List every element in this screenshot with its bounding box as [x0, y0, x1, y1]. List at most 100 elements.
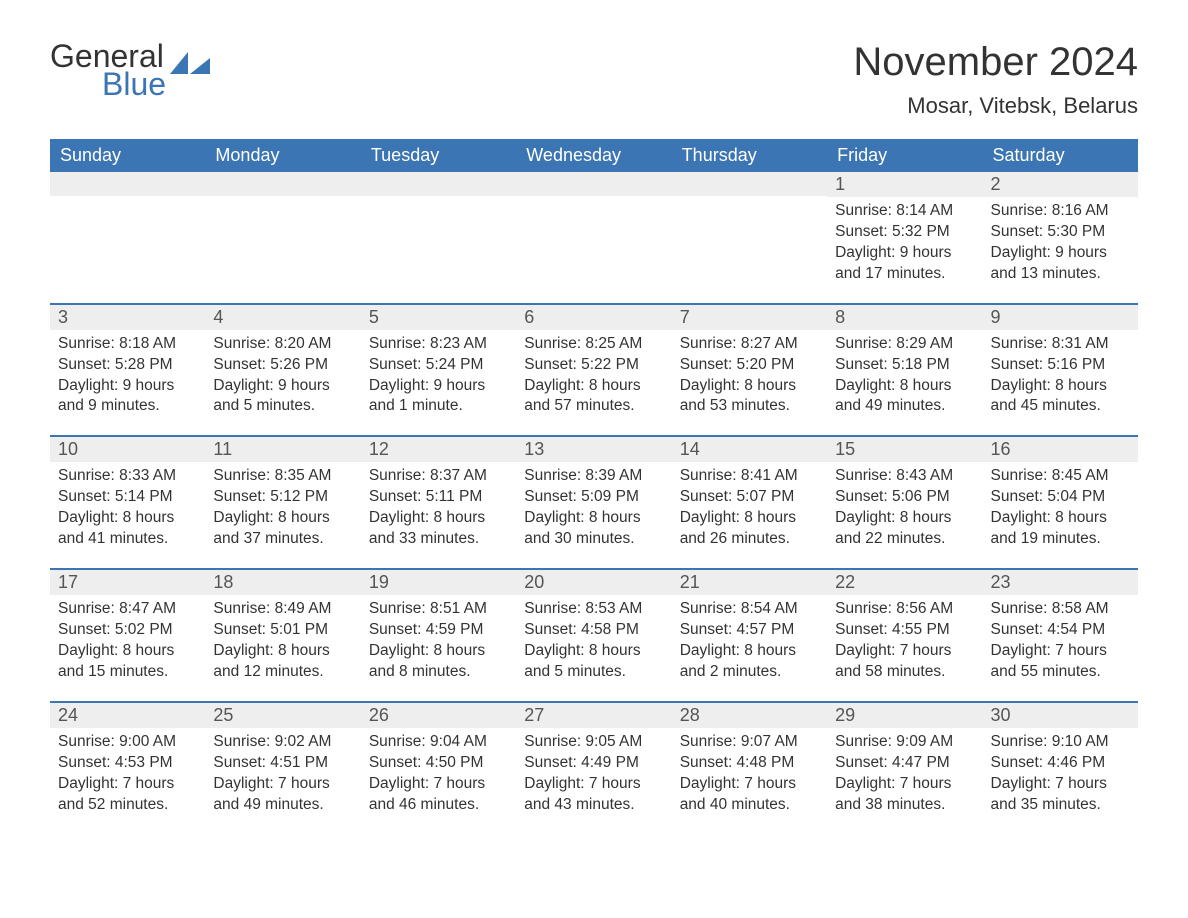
day-content: Sunrise: 8:18 AMSunset: 5:28 PMDaylight:…: [56, 334, 199, 418]
sunset-text: Sunset: 5:02 PM: [58, 620, 199, 641]
day-content: Sunrise: 8:54 AMSunset: 4:57 PMDaylight:…: [678, 599, 821, 683]
day-number: 4: [205, 305, 360, 330]
day-content: Sunrise: 9:09 AMSunset: 4:47 PMDaylight:…: [833, 732, 976, 816]
day-content: Sunrise: 8:47 AMSunset: 5:02 PMDaylight:…: [56, 599, 199, 683]
day-content: Sunrise: 8:31 AMSunset: 5:16 PMDaylight:…: [989, 334, 1132, 418]
day-content: Sunrise: 8:33 AMSunset: 5:14 PMDaylight:…: [56, 466, 199, 550]
sunrise-text: Sunrise: 8:41 AM: [680, 466, 821, 487]
day-content: Sunrise: 8:43 AMSunset: 5:06 PMDaylight:…: [833, 466, 976, 550]
empty-day-strip: [672, 172, 827, 196]
sunrise-text: Sunrise: 8:20 AM: [213, 334, 354, 355]
sunrise-text: Sunrise: 9:02 AM: [213, 732, 354, 753]
calendar-cell: [205, 172, 360, 304]
daylight-text: Daylight: 8 hours and 12 minutes.: [213, 641, 354, 683]
daylight-text: Daylight: 7 hours and 49 minutes.: [213, 774, 354, 816]
calendar-cell: 4Sunrise: 8:20 AMSunset: 5:26 PMDaylight…: [205, 304, 360, 437]
calendar-week-row: 3 Sunrise: 8:18 AMSunset: 5:28 PMDaylight…: [50, 304, 1138, 437]
daylight-text: Daylight: 8 hours and 33 minutes.: [369, 508, 510, 550]
day-number: 29: [827, 703, 982, 728]
weekday-wednesday: Wednesday: [516, 139, 671, 172]
calendar-cell: 6Sunrise: 8:25 AMSunset: 5:22 PMDaylight…: [516, 304, 671, 437]
daylight-text: Daylight: 8 hours and 37 minutes.: [213, 508, 354, 550]
weekday-saturday: Saturday: [983, 139, 1138, 172]
day-content: Sunrise: 8:25 AMSunset: 5:22 PMDaylight:…: [522, 334, 665, 418]
day-number: 5: [361, 305, 516, 330]
daylight-text: Daylight: 9 hours and 9 minutes.: [58, 376, 199, 418]
day-content: Sunrise: 9:04 AMSunset: 4:50 PMDaylight:…: [367, 732, 510, 816]
daylight-text: Daylight: 9 hours and 5 minutes.: [213, 376, 354, 418]
sunrise-text: Sunrise: 8:18 AM: [58, 334, 199, 355]
day-number: 8: [827, 305, 982, 330]
daylight-text: Daylight: 9 hours and 17 minutes.: [835, 243, 976, 285]
day-content: Sunrise: 8:27 AMSunset: 5:20 PMDaylight:…: [678, 334, 821, 418]
daylight-text: Daylight: 8 hours and 26 minutes.: [680, 508, 821, 550]
calendar-cell: 9 Sunrise: 8:31 AMSunset: 5:16 PMDaylight…: [983, 304, 1138, 437]
sunset-text: Sunset: 5:04 PM: [991, 487, 1132, 508]
sunset-text: Sunset: 4:50 PM: [369, 753, 510, 774]
day-content: Sunrise: 8:23 AMSunset: 5:24 PMDaylight:…: [367, 334, 510, 418]
sunset-text: Sunset: 4:51 PM: [213, 753, 354, 774]
calendar-week-row: 24Sunrise: 9:00 AMSunset: 4:53 PMDayligh…: [50, 702, 1138, 834]
day-number: 25: [205, 703, 360, 728]
logo-text-block: General Blue: [50, 40, 210, 100]
calendar-cell: [50, 172, 205, 304]
day-number: 28: [672, 703, 827, 728]
daylight-text: Daylight: 9 hours and 1 minute.: [369, 376, 510, 418]
day-number: 10: [50, 437, 205, 462]
sunset-text: Sunset: 5:12 PM: [213, 487, 354, 508]
day-number: 13: [516, 437, 671, 462]
daylight-text: Daylight: 8 hours and 57 minutes.: [524, 376, 665, 418]
day-content: Sunrise: 8:14 AMSunset: 5:32 PMDaylight:…: [833, 201, 976, 285]
sunset-text: Sunset: 5:24 PM: [369, 355, 510, 376]
day-content: Sunrise: 8:41 AMSunset: 5:07 PMDaylight:…: [678, 466, 821, 550]
calendar-body: 1Sunrise: 8:14 AMSunset: 5:32 PMDaylight…: [50, 172, 1138, 833]
sunrise-text: Sunrise: 8:33 AM: [58, 466, 199, 487]
calendar-cell: 12Sunrise: 8:37 AMSunset: 5:11 PMDayligh…: [361, 436, 516, 569]
calendar-cell: 15Sunrise: 8:43 AMSunset: 5:06 PMDayligh…: [827, 436, 982, 569]
sunrise-text: Sunrise: 8:51 AM: [369, 599, 510, 620]
day-number: 2: [983, 172, 1138, 197]
daylight-text: Daylight: 8 hours and 30 minutes.: [524, 508, 665, 550]
sunset-text: Sunset: 4:47 PM: [835, 753, 976, 774]
sunrise-text: Sunrise: 8:53 AM: [524, 599, 665, 620]
empty-day-strip: [50, 172, 205, 196]
daylight-text: Daylight: 7 hours and 40 minutes.: [680, 774, 821, 816]
calendar-header-row: SundayMondayTuesdayWednesdayThursdayFrid…: [50, 139, 1138, 172]
sunrise-text: Sunrise: 9:00 AM: [58, 732, 199, 753]
calendar-cell: 30Sunrise: 9:10 AMSunset: 4:46 PMDayligh…: [983, 702, 1138, 834]
month-title: November 2024: [853, 40, 1138, 85]
sunrise-text: Sunrise: 8:27 AM: [680, 334, 821, 355]
sunset-text: Sunset: 4:49 PM: [524, 753, 665, 774]
daylight-text: Daylight: 7 hours and 38 minutes.: [835, 774, 976, 816]
day-number: 20: [516, 570, 671, 595]
daylight-text: Daylight: 8 hours and 22 minutes.: [835, 508, 976, 550]
daylight-text: Daylight: 8 hours and 53 minutes.: [680, 376, 821, 418]
calendar-cell: 24Sunrise: 9:00 AMSunset: 4:53 PMDayligh…: [50, 702, 205, 834]
sunset-text: Sunset: 5:32 PM: [835, 222, 976, 243]
sunrise-text: Sunrise: 8:54 AM: [680, 599, 821, 620]
calendar-cell: 11Sunrise: 8:35 AMSunset: 5:12 PMDayligh…: [205, 436, 360, 569]
sunrise-text: Sunrise: 8:47 AM: [58, 599, 199, 620]
day-number: 3: [50, 305, 205, 330]
logo: General Blue: [50, 40, 210, 100]
sunset-text: Sunset: 5:01 PM: [213, 620, 354, 641]
calendar-cell: 2Sunrise: 8:16 AMSunset: 5:30 PMDaylight…: [983, 172, 1138, 304]
day-content: Sunrise: 8:53 AMSunset: 4:58 PMDaylight:…: [522, 599, 665, 683]
calendar-cell: 20 Sunrise: 8:53 AMSunset: 4:58 PMDayligh…: [516, 569, 671, 702]
sunset-text: Sunset: 5:18 PM: [835, 355, 976, 376]
sunset-text: Sunset: 4:46 PM: [991, 753, 1132, 774]
sunrise-text: Sunrise: 9:07 AM: [680, 732, 821, 753]
sunset-text: Sunset: 4:55 PM: [835, 620, 976, 641]
empty-day-strip: [516, 172, 671, 196]
daylight-text: Daylight: 8 hours and 8 minutes.: [369, 641, 510, 683]
day-content: Sunrise: 9:02 AMSunset: 4:51 PMDaylight:…: [211, 732, 354, 816]
sunrise-text: Sunrise: 8:14 AM: [835, 201, 976, 222]
day-number: 21: [672, 570, 827, 595]
sunrise-text: Sunrise: 9:04 AM: [369, 732, 510, 753]
daylight-text: Daylight: 8 hours and 49 minutes.: [835, 376, 976, 418]
sunset-text: Sunset: 5:16 PM: [991, 355, 1132, 376]
calendar-cell: 22Sunrise: 8:56 AMSunset: 4:55 PMDayligh…: [827, 569, 982, 702]
day-content: Sunrise: 8:35 AMSunset: 5:12 PMDaylight:…: [211, 466, 354, 550]
day-number: 9: [983, 305, 1138, 330]
sunrise-text: Sunrise: 8:29 AM: [835, 334, 976, 355]
